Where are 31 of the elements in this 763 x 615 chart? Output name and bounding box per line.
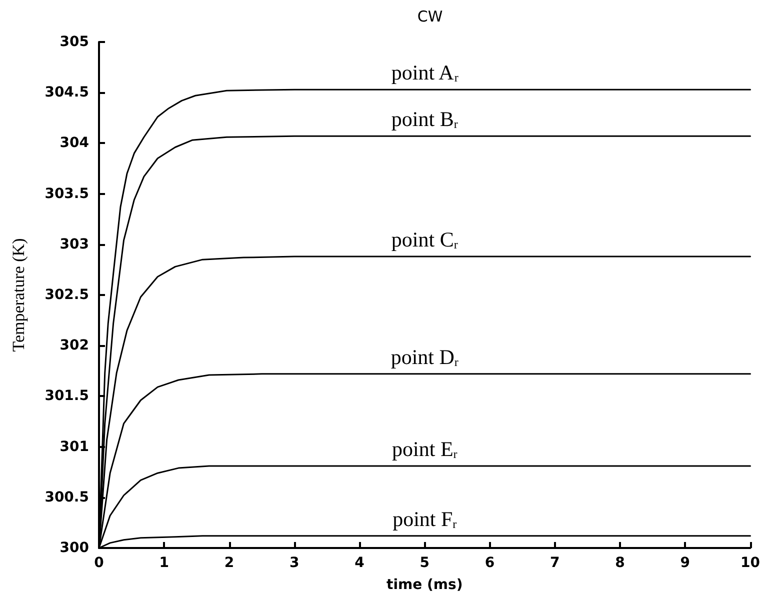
x-axis-title: time (ms) [386, 577, 463, 593]
y-tick-label: 301.5 [44, 388, 89, 404]
x-tick-label: 9 [680, 555, 690, 571]
x-tick-label: 5 [420, 555, 430, 571]
y-tick-label: 303 [60, 236, 89, 252]
series-label: point Cr [391, 228, 458, 252]
series-label: point Br [391, 107, 458, 132]
x-tick-label: 3 [290, 555, 300, 571]
y-tick-label: 304 [60, 135, 90, 152]
series-label: point Dr [390, 344, 458, 369]
y-axis-title: Temperature (K) [9, 238, 28, 352]
x-tick-label: 7 [550, 555, 560, 571]
y-tick-label: 300 [60, 540, 90, 556]
y-tick-label: 302 [60, 338, 89, 354]
y-tick-label: 304.5 [44, 84, 89, 101]
y-tick-label: 305 [60, 34, 89, 50]
chart-title: CW [417, 8, 443, 26]
x-tick-label: 4 [354, 555, 365, 571]
y-tick-label: 303.5 [44, 186, 89, 202]
series-label: point Ar [391, 60, 458, 85]
x-tick-label: 8 [615, 555, 625, 571]
y-tick-label: 300.5 [44, 489, 89, 506]
series-label: point Er [392, 437, 458, 462]
x-tick-label: 2 [224, 555, 234, 571]
series-label: point Fr [392, 506, 457, 531]
y-tick-label: 301 [60, 438, 89, 455]
y-tick-label: 302.5 [44, 287, 89, 303]
x-tick-label: 10 [740, 555, 760, 571]
x-tick-label: 1 [159, 555, 169, 571]
x-tick-label: 6 [484, 555, 495, 571]
x-tick-label: 0 [94, 555, 104, 571]
